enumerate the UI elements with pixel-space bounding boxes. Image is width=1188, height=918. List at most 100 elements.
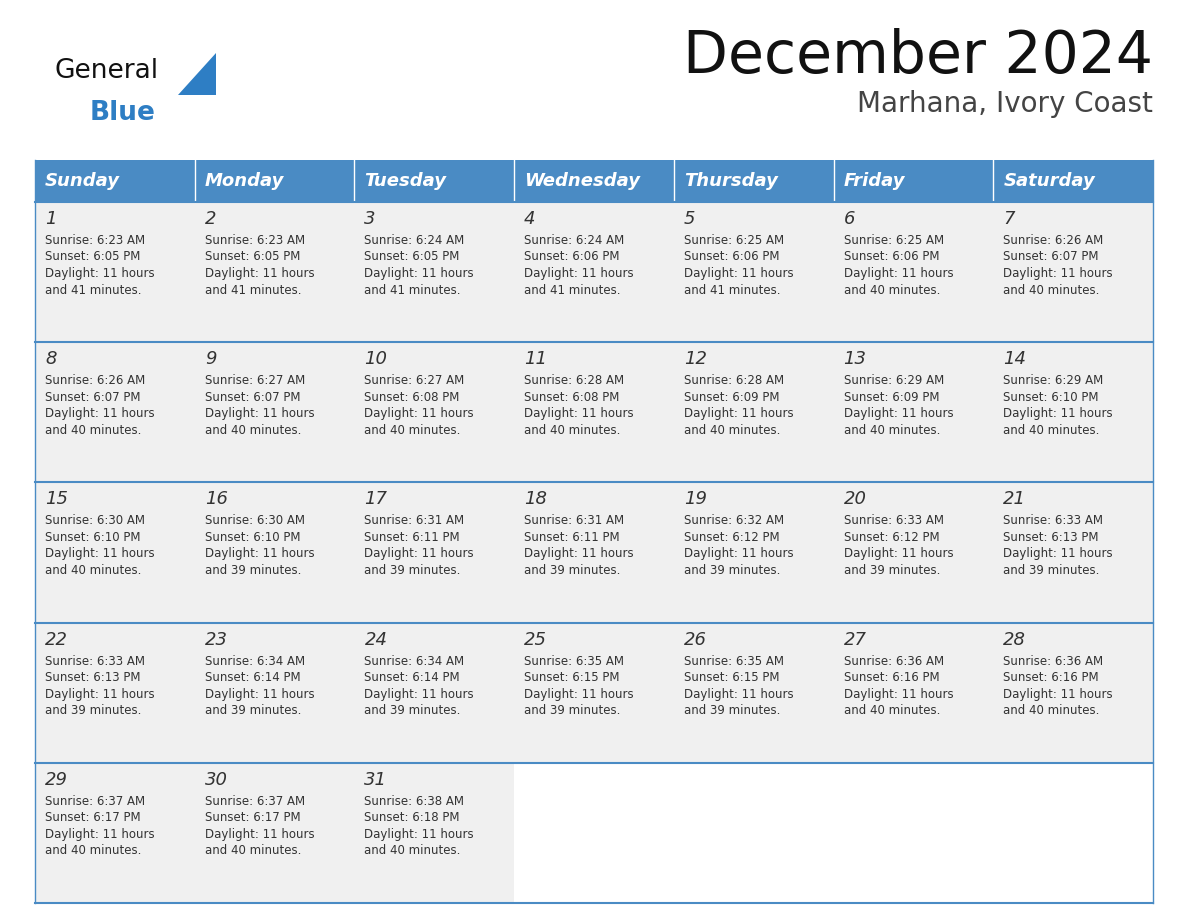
Text: Sunrise: 6:25 AM: Sunrise: 6:25 AM [843,234,943,247]
Text: and 39 minutes.: and 39 minutes. [365,564,461,577]
Text: and 40 minutes.: and 40 minutes. [843,424,940,437]
Text: 30: 30 [204,771,228,789]
Bar [195,482,354,622]
Text: Sunrise: 6:29 AM: Sunrise: 6:29 AM [1004,375,1104,387]
Text: Sunrise: 6:27 AM: Sunrise: 6:27 AM [365,375,465,387]
Text: 2: 2 [204,210,216,228]
Text: Sunset: 6:07 PM: Sunset: 6:07 PM [45,391,140,404]
Text: and 40 minutes.: and 40 minutes. [45,564,141,577]
Text: Daylight: 11 hours: Daylight: 11 hours [365,267,474,280]
Text: Sunrise: 6:28 AM: Sunrise: 6:28 AM [684,375,784,387]
Text: Sunset: 6:11 PM: Sunset: 6:11 PM [365,531,460,543]
Text: Daylight: 11 hours: Daylight: 11 hours [365,547,474,560]
Text: Sunrise: 6:33 AM: Sunrise: 6:33 AM [45,655,145,667]
Text: 3: 3 [365,210,375,228]
Text: and 39 minutes.: and 39 minutes. [843,564,940,577]
Text: 31: 31 [365,771,387,789]
Text: Sunrise: 6:23 AM: Sunrise: 6:23 AM [45,234,145,247]
Text: Sunrise: 6:28 AM: Sunrise: 6:28 AM [524,375,624,387]
Text: Sunset: 6:05 PM: Sunset: 6:05 PM [45,251,140,263]
Text: Daylight: 11 hours: Daylight: 11 hours [1004,408,1113,420]
Text: and 39 minutes.: and 39 minutes. [524,564,620,577]
Text: Blue: Blue [90,100,156,126]
Bar [354,763,514,903]
Bar [993,622,1154,763]
Bar [993,482,1154,622]
Bar [993,342,1154,482]
Text: Sunset: 6:17 PM: Sunset: 6:17 PM [204,812,301,824]
Text: and 40 minutes.: and 40 minutes. [1004,424,1100,437]
Text: Sunset: 6:14 PM: Sunset: 6:14 PM [204,671,301,684]
Text: Sunset: 6:13 PM: Sunset: 6:13 PM [1004,531,1099,543]
Text: and 40 minutes.: and 40 minutes. [45,424,141,437]
Text: Wednesday: Wednesday [524,172,640,190]
Text: Sunrise: 6:34 AM: Sunrise: 6:34 AM [204,655,305,667]
Text: Daylight: 11 hours: Daylight: 11 hours [204,408,315,420]
Text: and 40 minutes.: and 40 minutes. [365,424,461,437]
Text: 19: 19 [684,490,707,509]
Text: and 39 minutes.: and 39 minutes. [1004,564,1100,577]
Text: Sunset: 6:14 PM: Sunset: 6:14 PM [365,671,460,684]
Bar [195,763,354,903]
Text: and 39 minutes.: and 39 minutes. [204,704,301,717]
Bar [34,342,195,482]
Text: Daylight: 11 hours: Daylight: 11 hours [524,688,633,700]
Text: Sunrise: 6:27 AM: Sunrise: 6:27 AM [204,375,305,387]
Text: Daylight: 11 hours: Daylight: 11 hours [45,688,154,700]
Text: Sunrise: 6:24 AM: Sunrise: 6:24 AM [365,234,465,247]
Text: Sunrise: 6:34 AM: Sunrise: 6:34 AM [365,655,465,667]
Text: Sunrise: 6:38 AM: Sunrise: 6:38 AM [365,795,465,808]
Text: 21: 21 [1004,490,1026,509]
Text: Sunrise: 6:33 AM: Sunrise: 6:33 AM [843,514,943,528]
Text: Sunrise: 6:25 AM: Sunrise: 6:25 AM [684,234,784,247]
Text: Monday: Monday [204,172,284,190]
Text: Daylight: 11 hours: Daylight: 11 hours [45,828,154,841]
Text: Sunrise: 6:26 AM: Sunrise: 6:26 AM [45,375,145,387]
Text: 10: 10 [365,350,387,368]
Text: 20: 20 [843,490,866,509]
Text: and 40 minutes.: and 40 minutes. [843,284,940,297]
Text: 5: 5 [684,210,695,228]
Text: Sunset: 6:12 PM: Sunset: 6:12 PM [684,531,779,543]
Text: Sunrise: 6:32 AM: Sunrise: 6:32 AM [684,514,784,528]
Text: and 39 minutes.: and 39 minutes. [684,704,781,717]
Text: and 40 minutes.: and 40 minutes. [524,424,620,437]
Text: Sunrise: 6:29 AM: Sunrise: 6:29 AM [843,375,943,387]
Text: 13: 13 [843,350,866,368]
Text: 26: 26 [684,631,707,649]
Text: 15: 15 [45,490,68,509]
Text: Daylight: 11 hours: Daylight: 11 hours [45,547,154,560]
Text: Daylight: 11 hours: Daylight: 11 hours [1004,267,1113,280]
Text: Daylight: 11 hours: Daylight: 11 hours [1004,688,1113,700]
Text: Sunrise: 6:31 AM: Sunrise: 6:31 AM [365,514,465,528]
Text: Sunset: 6:08 PM: Sunset: 6:08 PM [524,391,619,404]
Text: 28: 28 [1004,631,1026,649]
Text: Daylight: 11 hours: Daylight: 11 hours [684,547,794,560]
Text: Sunrise: 6:37 AM: Sunrise: 6:37 AM [45,795,145,808]
Text: Daylight: 11 hours: Daylight: 11 hours [524,267,633,280]
Text: and 40 minutes.: and 40 minutes. [684,424,781,437]
Text: Sunrise: 6:36 AM: Sunrise: 6:36 AM [843,655,943,667]
Text: Daylight: 11 hours: Daylight: 11 hours [365,408,474,420]
Text: Sunset: 6:09 PM: Sunset: 6:09 PM [843,391,939,404]
Text: Daylight: 11 hours: Daylight: 11 hours [204,547,315,560]
Text: Friday: Friday [843,172,905,190]
Text: Daylight: 11 hours: Daylight: 11 hours [524,547,633,560]
Text: Sunset: 6:18 PM: Sunset: 6:18 PM [365,812,460,824]
Text: Sunrise: 6:26 AM: Sunrise: 6:26 AM [1004,234,1104,247]
Text: Sunset: 6:07 PM: Sunset: 6:07 PM [204,391,301,404]
Text: 25: 25 [524,631,548,649]
Text: Sunrise: 6:30 AM: Sunrise: 6:30 AM [204,514,304,528]
Bar [834,482,993,622]
Text: 1: 1 [45,210,57,228]
Bar [514,622,674,763]
Text: 14: 14 [1004,350,1026,368]
Text: Sunset: 6:10 PM: Sunset: 6:10 PM [204,531,301,543]
Text: 11: 11 [524,350,548,368]
Polygon shape [178,53,216,95]
Bar [834,342,993,482]
Text: Daylight: 11 hours: Daylight: 11 hours [524,408,633,420]
Text: and 39 minutes.: and 39 minutes. [45,704,141,717]
Text: 4: 4 [524,210,536,228]
Text: Sunset: 6:16 PM: Sunset: 6:16 PM [843,671,940,684]
